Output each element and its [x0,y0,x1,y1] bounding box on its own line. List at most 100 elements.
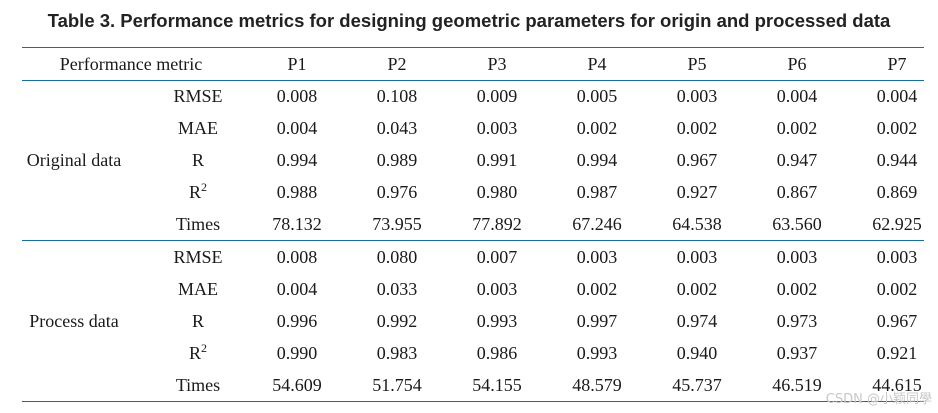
table-cell: 0.992 [376,311,418,331]
table-cell: 0.003 [776,247,818,267]
table-cell: 0.994 [576,150,618,170]
metric-name: Times [175,214,221,234]
table-cell: 0.869 [876,182,918,202]
table-cell: 0.002 [676,279,718,299]
table-cell: 0.004 [276,279,318,299]
table-cell: 0.009 [476,86,518,106]
metric-name: MAE [178,279,218,299]
table-cell: 78.132 [272,214,322,234]
metric-label: R [192,150,204,170]
table-cell: 0.986 [476,343,518,363]
table-cell: 0.003 [676,86,718,106]
metric-name: Times [175,375,221,395]
header-column-5: P5 [687,54,707,74]
table-cell: 0.003 [476,279,518,299]
metric-name: R [188,343,202,363]
table-cell: 45.737 [672,375,722,395]
table-cell: 0.080 [376,247,418,267]
table-caption: Table 3. Performance metrics for designi… [47,10,891,31]
metric-label: Times [176,375,220,395]
group-label: Process data [29,311,119,331]
metric-superscript: 2 [201,341,208,355]
table-cell: 0.004 [276,118,318,138]
metric-label: RMSE [173,247,222,267]
table-cell: 0.973 [776,311,818,331]
table-cell: 0.991 [476,150,518,170]
table-cell: 0.988 [276,182,318,202]
header-column-1: P1 [287,54,307,74]
table-cell: 0.937 [776,343,818,363]
table-cell: 0.997 [576,311,618,331]
header-column-3: P3 [487,54,507,74]
table-cell: 48.579 [572,375,622,395]
table-cell: 0.996 [276,311,318,331]
table-cell: 0.989 [376,150,418,170]
table-cell: 0.967 [676,150,718,170]
table-cell: 0.002 [776,279,818,299]
table-cell: 64.538 [672,214,722,234]
table-cell: 0.980 [476,182,518,202]
table-cell: 0.867 [776,182,818,202]
table-cell: 0.987 [576,182,618,202]
table-cell: 51.754 [372,375,422,395]
table-cell: 0.993 [476,311,518,331]
table-cell: 44.615 [872,375,922,395]
table-cell: 62.925 [872,214,922,234]
table-cell: 0.004 [876,86,918,106]
header-rule [22,80,924,81]
table-cell: 0.003 [676,247,718,267]
metric-label: R2 [188,180,207,204]
table-cell: 0.947 [776,150,818,170]
table-cell: 67.246 [572,214,622,234]
metric-name: RMSE [173,247,223,267]
table-cell: 0.002 [776,118,818,138]
metric-label: Times [176,214,220,234]
metric-label: MAE [178,118,218,138]
table-cell: 73.955 [372,214,422,234]
table-cell: 0.967 [876,311,918,331]
table-cell: 0.008 [276,86,318,106]
table-cell: 0.003 [476,118,518,138]
table-cell: 0.990 [276,343,318,363]
table-cell: 0.927 [676,182,718,202]
table-cell: 63.560 [772,214,822,234]
metric-name: R [191,150,205,170]
table-cell: 0.002 [676,118,718,138]
table-cell: 0.974 [676,311,718,331]
table-cell: 0.983 [376,343,418,363]
table-cell: 54.609 [272,375,322,395]
table-cell: 0.940 [676,343,718,363]
table-cell: 0.007 [476,247,518,267]
watermark: CSDN @小颖同學 [825,392,932,407]
metric-name: R [188,182,202,202]
table-cell: 0.002 [876,118,918,138]
table-cell: 0.005 [576,86,618,106]
table-cell: 46.519 [772,375,822,395]
group-label: Original data [26,150,122,170]
table-cell: 0.108 [376,86,418,106]
table-cell: 77.892 [472,214,522,234]
header-column-7: P7 [887,54,907,74]
metric-label: R [192,311,204,331]
header-column-4: P4 [587,54,607,74]
metric-name: MAE [178,118,218,138]
top-rule [22,47,924,48]
table-cell: 0.994 [276,150,318,170]
table-cell: 0.033 [376,279,418,299]
metric-label: R2 [188,341,208,365]
table-cell: 0.921 [876,343,918,363]
header-column-6: P6 [787,54,807,74]
bottom-rule [22,401,924,402]
table-cell: 0.008 [276,247,318,267]
metric-label: MAE [178,279,218,299]
header-metric-label: Performance metric [59,54,203,74]
metric-name: R [191,311,205,331]
group-separator-rule [22,240,924,241]
table-cell: 0.043 [376,118,418,138]
table-cell: 0.002 [576,279,618,299]
table-cell: 54.155 [472,375,522,395]
table-cell: 0.993 [576,343,618,363]
table-cell: 0.002 [576,118,618,138]
header-column-2: P2 [387,54,407,74]
table-cell: 0.976 [376,182,418,202]
